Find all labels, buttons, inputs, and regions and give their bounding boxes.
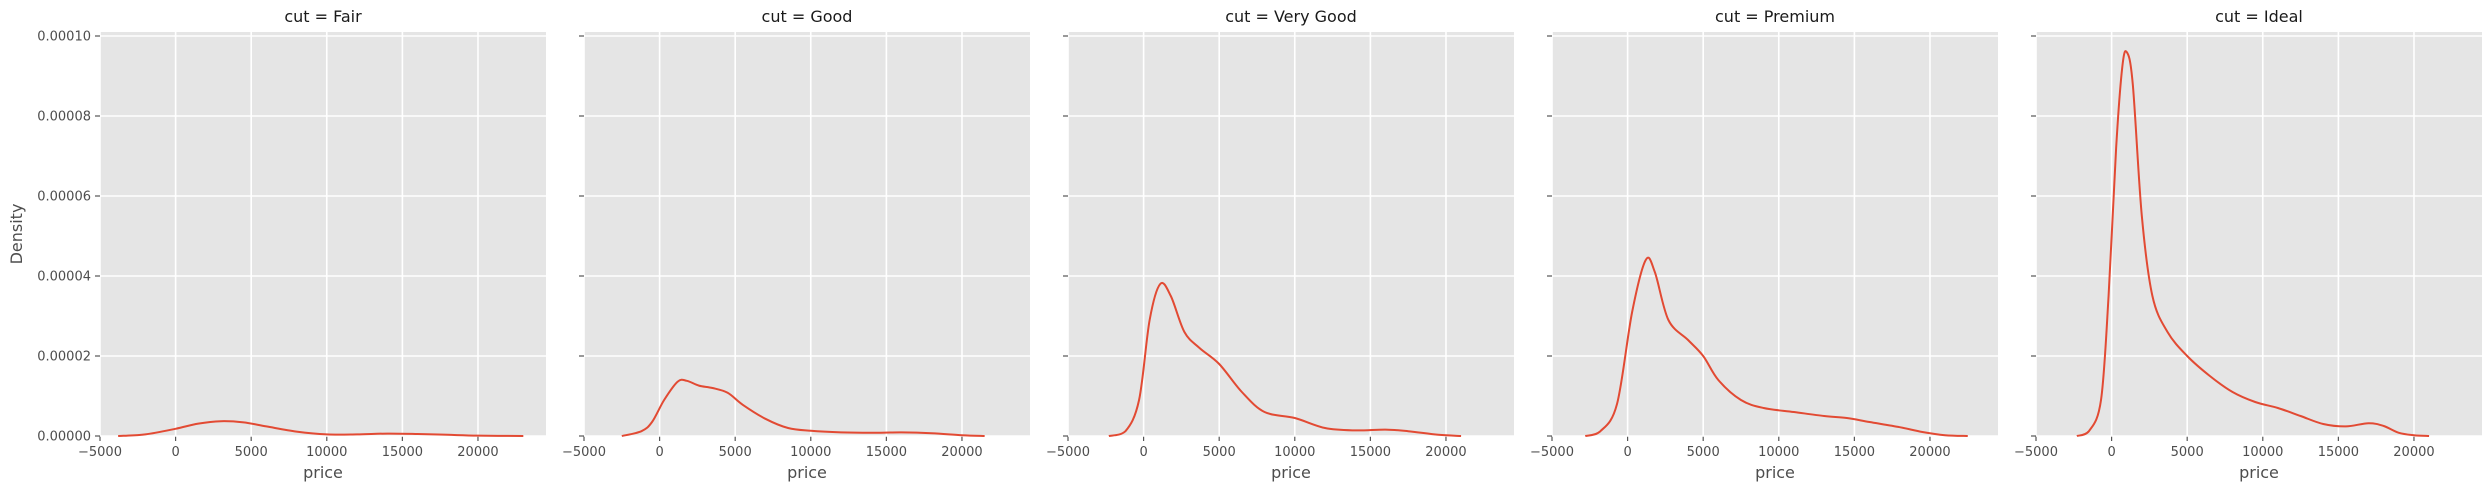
x-tick-label: 5000 — [1203, 445, 1236, 460]
x-tick-label: 0 — [1623, 445, 1631, 460]
panel-background — [584, 32, 1030, 436]
kde-density-line — [621, 378, 985, 437]
panel-background — [1552, 32, 1998, 436]
panel-title: cut = Premium — [1715, 7, 1835, 26]
x-tick-label: −5000 — [1530, 445, 1574, 460]
x-axis-label: price — [1271, 463, 1311, 482]
x-tick-label: 5000 — [2171, 445, 2204, 460]
panel-title: cut = Very Good — [1225, 7, 1357, 26]
x-tick-label: 10000 — [1274, 445, 1315, 460]
x-tick-label: 0 — [655, 445, 663, 460]
x-axis-label: price — [2239, 463, 2279, 482]
x-tick-label: 0 — [2107, 445, 2115, 460]
x-tick-label: 20000 — [457, 445, 498, 460]
panel-background — [1068, 32, 1514, 436]
y-tick-label: 0.00002 — [37, 350, 91, 365]
x-tick-label: 15000 — [1350, 445, 1391, 460]
y-axis-label: Density — [7, 204, 26, 265]
facet-panel-5: −5000 0 5000 10000 15000 20000 cut = Ideal pric… — [2014, 7, 2482, 482]
kde-density-line — [1108, 282, 1462, 437]
facet-panel-1: −5000 0 5000 10000 15000 20000 0.00000 0.00002 0… — [37, 7, 546, 482]
x-tick-label: 10000 — [790, 445, 831, 460]
facet-panel-3: −5000 0 5000 10000 15000 20000 cut = Very Good… — [1046, 7, 1514, 482]
x-tick-label: −5000 — [78, 445, 122, 460]
x-tick-label: 20000 — [1909, 445, 1950, 460]
x-tick-label: 15000 — [1834, 445, 1875, 460]
x-tick-label: 5000 — [1687, 445, 1720, 460]
y-tick-label: 0.00004 — [37, 270, 91, 285]
panel-background — [100, 32, 546, 436]
y-tick-label: 0.00000 — [37, 430, 91, 445]
x-tick-label: 15000 — [382, 445, 423, 460]
facet-panels: −5000 0 5000 10000 15000 20000 0.00000 0.00002 0… — [37, 7, 2482, 482]
panel-title: cut = Good — [762, 7, 853, 26]
x-tick-label: 20000 — [1425, 445, 1466, 460]
panel-title: cut = Fair — [284, 7, 362, 26]
x-tick-label: −5000 — [1046, 445, 1090, 460]
kde-density-line — [1584, 256, 1968, 437]
x-axis-label: price — [787, 463, 827, 482]
panel-title: cut = Ideal — [2215, 7, 2303, 26]
y-tick-label: 0.00008 — [37, 110, 91, 125]
facet-panel-4: −5000 0 5000 10000 15000 20000 cut = Premium pr… — [1530, 7, 1998, 482]
x-tick-label: 20000 — [2393, 445, 2434, 460]
kde-density-line — [2076, 50, 2430, 437]
panel-background — [2036, 32, 2482, 436]
x-tick-label: 5000 — [235, 445, 268, 460]
x-tick-label: 10000 — [2242, 445, 2283, 460]
y-tick-label: 0.00010 — [37, 30, 91, 45]
x-tick-label: 5000 — [719, 445, 752, 460]
kde-density-line — [118, 420, 524, 437]
x-axis-label: price — [303, 463, 343, 482]
x-axis-label: price — [1755, 463, 1795, 482]
x-tick-label: 15000 — [2318, 445, 2359, 460]
x-tick-label: 15000 — [866, 445, 907, 460]
x-tick-label: 0 — [1139, 445, 1147, 460]
x-tick-label: 10000 — [1758, 445, 1799, 460]
x-tick-label: −5000 — [2014, 445, 2058, 460]
x-tick-label: 0 — [171, 445, 179, 460]
y-tick-label: 0.00006 — [37, 190, 91, 205]
facet-panel-2: −5000 0 5000 10000 15000 20000 cut = Good price — [562, 7, 1030, 482]
x-tick-label: −5000 — [562, 445, 606, 460]
x-tick-label: 10000 — [306, 445, 347, 460]
x-tick-label: 20000 — [941, 445, 982, 460]
